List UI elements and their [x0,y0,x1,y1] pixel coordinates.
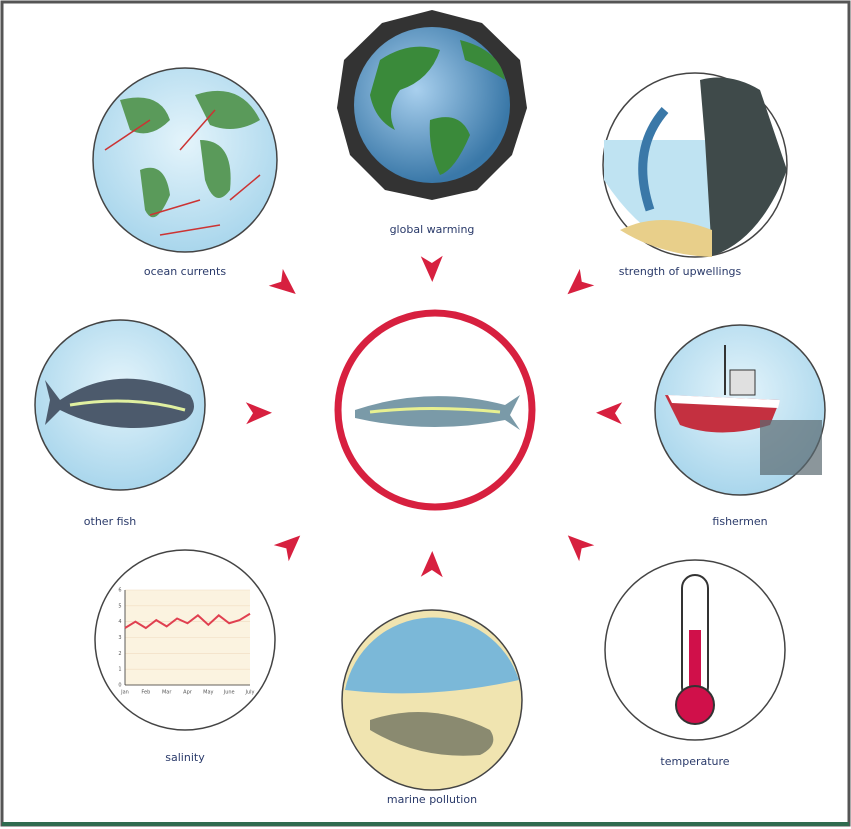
y-tick-label: 4 [118,619,121,625]
marine-pollution-illustration [341,609,523,791]
node-label: fishermen [712,515,767,528]
arrow [245,402,272,425]
fishermen-illustration [654,324,826,496]
y-tick-label: 0 [118,683,121,689]
arrow [567,268,595,295]
y-tick-label: 6 [118,588,121,594]
arrow [596,402,623,425]
x-tick-label: Apr [183,690,193,696]
salinity-chart: 0 1 2 3 4 5 6 Jan Feb Mar Apr May June July [118,588,254,696]
x-tick-label: May [203,690,213,696]
y-tick-label: 3 [118,635,121,641]
node-label: salinity [165,751,205,764]
node-label: marine pollution [387,793,477,806]
salinity-illustration [94,549,276,731]
arrow [273,535,301,562]
arrows [245,255,623,578]
y-tick-label: 5 [118,603,121,609]
arrow [567,535,595,562]
y-tick-label: 1 [118,667,121,673]
other-fish-illustration [34,319,206,491]
arrow [420,255,443,282]
center-node [334,309,536,511]
x-tick-label: June [223,690,235,696]
temperature-illustration [604,559,786,741]
node-label: temperature [660,755,729,768]
node-label: other fish [84,515,136,528]
x-tick-label: Feb [141,690,150,696]
x-tick-label: July [245,690,255,696]
node-label: global warming [390,223,475,236]
arrow [420,551,443,578]
x-tick-label: Jan [120,690,129,696]
upwellings-illustration [602,72,788,258]
node-label: ocean currents [144,265,226,278]
x-tick-label: Mar [162,690,172,696]
node-label: strength of upwellings [619,265,742,278]
ocean-currents-illustration [92,67,278,253]
arrow [268,268,296,294]
y-tick-label: 2 [118,651,121,657]
global-warming-illustration [337,10,527,200]
salinity-line [124,612,251,630]
